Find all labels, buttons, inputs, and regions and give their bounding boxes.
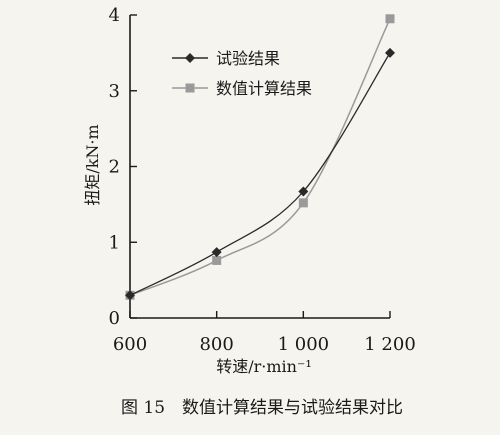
data-point-square <box>212 255 222 265</box>
series-test-results <box>125 47 395 301</box>
chart-series <box>125 14 395 301</box>
data-point-diamond <box>211 247 222 258</box>
legend-marker <box>185 53 195 63</box>
data-point-square <box>298 198 308 208</box>
legend-item: 数值计算结果 <box>172 79 312 98</box>
x-tick-label: 600 <box>113 334 147 355</box>
y-tick-label: 3 <box>109 81 120 102</box>
legend-label: 数值计算结果 <box>216 79 312 98</box>
data-point-diamond <box>385 47 395 58</box>
data-point-diamond <box>125 290 135 301</box>
series-line <box>129 18 391 296</box>
x-tick-label: 800 <box>199 334 233 355</box>
y-axis-label: 扭矩/kN·m <box>83 124 102 205</box>
x-axis-label: 转速/r·min⁻¹ <box>216 357 312 376</box>
y-tick-label: 0 <box>109 308 120 329</box>
legend-item: 试验结果 <box>172 49 280 68</box>
series-line <box>129 52 391 296</box>
legend-marker <box>185 83 195 93</box>
data-point-square <box>385 14 395 24</box>
chart-ticks: 600 800 1 000 1 200 0 1 2 3 4 <box>109 5 416 355</box>
x-tick-label: 1 000 <box>278 334 330 355</box>
legend-label: 试验结果 <box>216 49 280 68</box>
figure-caption: 图 15 数值计算结果与试验结果对比 <box>121 398 403 418</box>
y-tick-label: 1 <box>109 232 120 253</box>
y-tick-label: 4 <box>109 5 120 26</box>
x-tick-label: 1 200 <box>364 334 416 355</box>
data-point-diamond <box>298 186 309 197</box>
y-tick-label: 2 <box>109 157 120 178</box>
